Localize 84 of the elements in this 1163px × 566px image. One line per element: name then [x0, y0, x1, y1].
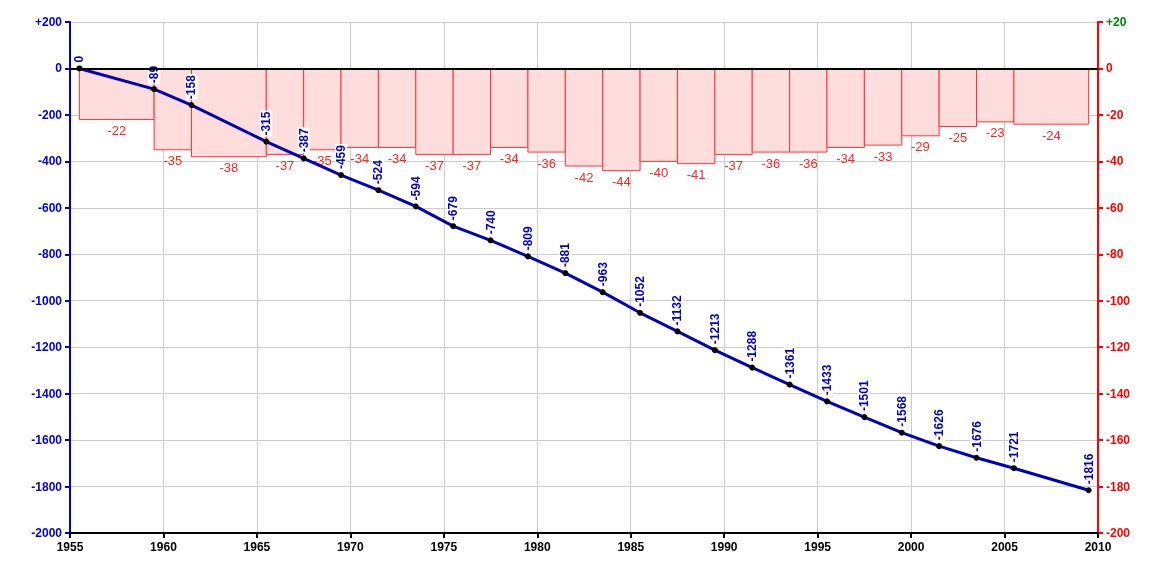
data-label: -1501	[857, 380, 872, 412]
data-label: -1288	[745, 330, 760, 362]
data-label: -881	[558, 242, 573, 268]
data-label: -34	[836, 150, 856, 166]
y-tick-label: -1000	[31, 293, 63, 308]
data-label: -34	[350, 150, 370, 166]
data-label: -1213	[707, 313, 722, 345]
data-label: -23	[985, 125, 1005, 141]
data-label: -459	[334, 144, 349, 170]
data-label: -33	[873, 148, 893, 164]
x-tick-label: 2010	[1084, 540, 1112, 554]
data-label: -524	[371, 159, 386, 185]
data-label: -37	[724, 157, 743, 173]
data-label: -809	[520, 226, 535, 251]
y2-tick-label: -80	[1106, 247, 1124, 262]
data-label: -29	[911, 139, 930, 155]
y-tick-label: -1800	[31, 479, 63, 494]
data-label: -35	[312, 153, 332, 169]
data-label: -37	[462, 157, 482, 173]
y-tick-label: -1400	[31, 386, 63, 401]
data-label: -34	[499, 150, 519, 166]
y-tick-label: -400	[37, 154, 63, 169]
y2-tick-label: -120	[1106, 340, 1131, 355]
data-label: -594	[408, 176, 423, 201]
y2-tick-label: -180	[1106, 479, 1131, 494]
data-label: -315	[259, 111, 274, 136]
x-tick-label: 1985	[617, 540, 645, 554]
x-tick-label: 1990	[710, 540, 738, 554]
data-label: -37	[275, 157, 295, 173]
data-label: -1361	[782, 347, 797, 379]
y-tick-label: -1600	[31, 433, 63, 448]
x-tick-label: 1960	[150, 540, 178, 554]
data-label: -1676	[969, 420, 984, 452]
data-label: -22	[107, 123, 127, 139]
x-tick-label: 2000	[897, 540, 925, 554]
data-label: -740	[483, 209, 498, 235]
data-label: -1721	[1006, 431, 1021, 463]
data-label: -963	[595, 261, 610, 287]
data-label: -44	[611, 174, 631, 190]
y-tick-label: -2000	[31, 526, 63, 540]
y2-tick-label: -200	[1106, 526, 1131, 540]
data-label: -34	[387, 150, 407, 166]
data-label: -37	[425, 157, 444, 173]
data-label: -1052	[633, 275, 648, 307]
y2-tick-label: -40	[1106, 154, 1124, 169]
y2-tick-label: -100	[1106, 293, 1131, 308]
data-label: -35	[163, 153, 183, 169]
data-label: -1568	[894, 395, 909, 427]
y2-tick-label: +20	[1106, 15, 1127, 29]
y-tick-label: -800	[37, 247, 63, 262]
data-label: -1132	[670, 295, 685, 326]
data-label: -42	[574, 169, 594, 185]
data-label: -679	[446, 195, 461, 221]
data-label: -1626	[932, 409, 947, 441]
y-tick-label: -600	[37, 200, 63, 215]
y2-tick-label: 0	[1106, 61, 1113, 76]
data-label: -1816	[1081, 453, 1096, 485]
y-tick-label: -1200	[31, 340, 63, 355]
data-label: -158	[184, 74, 199, 100]
data-label: -36	[761, 155, 781, 171]
data-label: -41	[686, 167, 706, 183]
y-tick-label: 0	[55, 61, 63, 76]
data-label: -24	[1041, 127, 1061, 143]
x-tick-label: 1980	[523, 540, 551, 554]
y-tick-label: +200	[34, 15, 63, 29]
data-label: -25	[948, 130, 968, 146]
data-label: 0	[72, 55, 87, 63]
y2-tick-label: -60	[1106, 200, 1124, 215]
x-tick-label: 1965	[243, 540, 271, 554]
data-label: -1433	[819, 364, 834, 396]
data-label: -36	[537, 155, 557, 171]
data-label: -40	[649, 164, 669, 180]
data-label: -38	[219, 160, 239, 176]
x-tick-label: 1975	[430, 540, 458, 554]
y2-tick-label: -160	[1106, 433, 1131, 448]
x-tick-label: 1955	[56, 540, 84, 554]
data-label: -36	[798, 155, 818, 171]
x-tick-label: 1970	[337, 540, 365, 554]
y2-tick-label: -20	[1106, 107, 1124, 122]
y-tick-label: -200	[37, 107, 63, 122]
x-tick-label: 2005	[991, 540, 1019, 554]
x-tick-label: 1995	[804, 540, 832, 554]
y2-tick-label: -140	[1106, 386, 1131, 401]
data-label: -387	[296, 128, 311, 153]
